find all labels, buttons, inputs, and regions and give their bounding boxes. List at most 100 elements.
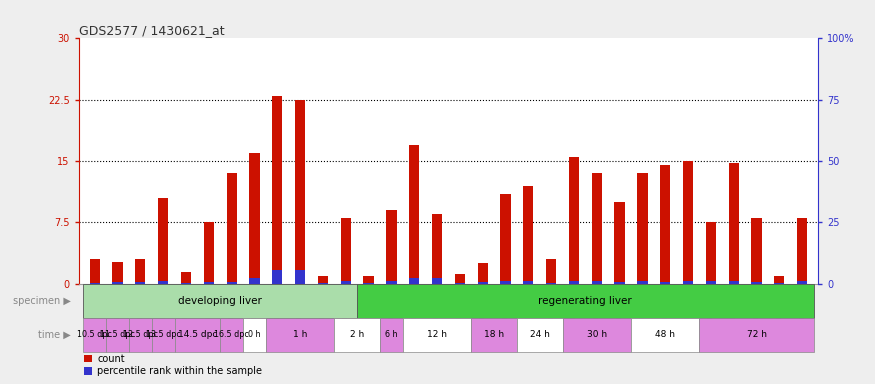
Bar — [797, 281, 808, 284]
Bar — [637, 281, 648, 284]
Text: 12 h: 12 h — [427, 330, 447, 339]
Bar — [112, 262, 123, 284]
Bar — [592, 281, 602, 284]
Text: 2 h: 2 h — [350, 330, 364, 339]
Bar — [136, 282, 145, 284]
Text: 18 h: 18 h — [484, 330, 504, 339]
Bar — [158, 281, 168, 284]
Bar — [204, 222, 214, 284]
Bar — [478, 263, 487, 284]
Bar — [334, 318, 380, 352]
Bar — [83, 284, 357, 318]
Bar — [729, 281, 738, 284]
Bar — [357, 284, 814, 318]
Bar — [363, 276, 374, 284]
Text: 11.5 dpc: 11.5 dpc — [100, 330, 135, 339]
Bar — [89, 259, 100, 284]
Bar — [682, 281, 693, 284]
Bar — [129, 318, 151, 352]
Bar — [295, 100, 305, 284]
Bar — [432, 214, 442, 284]
Bar — [272, 96, 283, 284]
Bar — [220, 318, 243, 352]
Bar — [318, 276, 328, 284]
Text: 14.5 dpc: 14.5 dpc — [178, 330, 217, 339]
Text: 12.5 dpc: 12.5 dpc — [123, 330, 158, 339]
Bar — [500, 194, 511, 284]
Bar — [181, 283, 191, 284]
Bar — [523, 281, 534, 284]
Text: 6 h: 6 h — [385, 330, 397, 339]
Bar — [517, 318, 563, 352]
Bar — [631, 318, 699, 352]
Bar — [660, 165, 670, 284]
Bar — [363, 283, 374, 284]
Bar — [266, 318, 334, 352]
Text: 1 h: 1 h — [293, 330, 307, 339]
Bar — [410, 145, 419, 284]
Bar — [318, 283, 328, 284]
Bar — [478, 282, 487, 284]
Bar — [151, 318, 175, 352]
Text: specimen ▶: specimen ▶ — [12, 296, 70, 306]
Bar — [410, 278, 419, 284]
Text: 0 h: 0 h — [248, 330, 261, 339]
Text: 72 h: 72 h — [746, 330, 766, 339]
Bar — [204, 282, 214, 284]
Bar — [614, 202, 625, 284]
Bar — [706, 222, 716, 284]
Bar — [340, 281, 351, 284]
Bar — [752, 282, 761, 284]
Text: GDS2577 / 1430621_at: GDS2577 / 1430621_at — [79, 24, 224, 37]
Text: 16.5 dpc: 16.5 dpc — [214, 330, 249, 339]
Text: 48 h: 48 h — [655, 330, 676, 339]
Bar — [774, 276, 785, 284]
Text: 24 h: 24 h — [529, 330, 550, 339]
Bar — [227, 281, 237, 284]
Bar — [386, 281, 396, 284]
Bar — [112, 282, 123, 284]
Bar — [682, 161, 693, 284]
Bar — [660, 282, 670, 284]
Bar — [181, 271, 191, 284]
Bar — [249, 278, 260, 284]
Bar — [774, 283, 785, 284]
Bar — [455, 283, 465, 284]
Bar — [175, 318, 220, 352]
Bar — [729, 163, 738, 284]
Bar — [546, 283, 556, 284]
Bar — [569, 281, 579, 284]
Bar — [89, 283, 100, 284]
Bar — [699, 318, 814, 352]
Bar — [386, 210, 396, 284]
Text: developing liver: developing liver — [178, 296, 262, 306]
Bar — [546, 259, 556, 284]
Bar — [106, 318, 129, 352]
Bar — [637, 174, 648, 284]
Bar — [752, 218, 761, 284]
Bar — [83, 318, 106, 352]
Bar — [523, 186, 534, 284]
Text: 10.5 dpc: 10.5 dpc — [77, 330, 112, 339]
Bar — [500, 281, 511, 284]
Bar — [136, 259, 145, 284]
Bar — [249, 153, 260, 284]
Text: time ▶: time ▶ — [38, 330, 70, 340]
Bar — [592, 174, 602, 284]
Bar — [380, 318, 402, 352]
Bar — [614, 282, 625, 284]
Bar — [340, 218, 351, 284]
Bar — [402, 318, 472, 352]
Bar — [272, 270, 283, 284]
Text: 13.5 dpc: 13.5 dpc — [146, 330, 180, 339]
Text: 30 h: 30 h — [587, 330, 607, 339]
Bar — [295, 270, 305, 284]
Bar — [472, 318, 517, 352]
Bar — [158, 198, 168, 284]
Bar — [706, 281, 716, 284]
Legend: count, percentile rank within the sample: count, percentile rank within the sample — [84, 354, 262, 376]
Bar — [569, 157, 579, 284]
Bar — [455, 274, 465, 284]
Bar — [563, 318, 631, 352]
Bar — [227, 174, 237, 284]
